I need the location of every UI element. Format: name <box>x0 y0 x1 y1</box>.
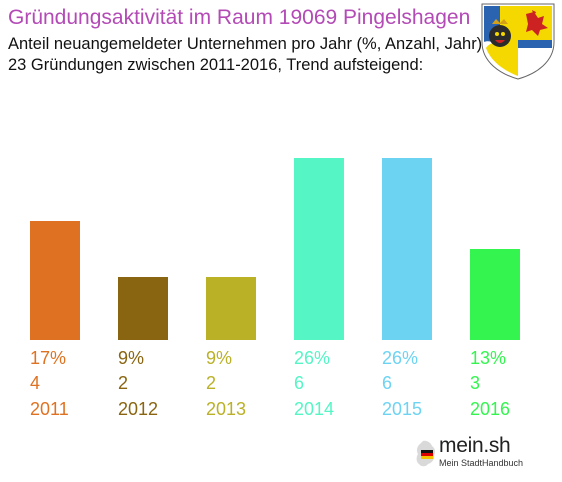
count-label-2016: 3 <box>470 373 480 393</box>
map-icon <box>416 440 436 467</box>
value-label-2013: 9% <box>206 348 232 368</box>
value-label-2016: 13% <box>470 348 506 368</box>
bar-2016 <box>470 249 520 340</box>
count-label-2014: 6 <box>294 373 304 393</box>
brand-logo[interactable]: mein.sh Mein StadtHandbuch <box>415 434 535 474</box>
subtitle-line-2: 23 Gründungen zwischen 2011-2016, Trend … <box>8 56 424 74</box>
year-label-2013: 2013 <box>206 399 246 419</box>
count-label-2012: 2 <box>118 373 128 393</box>
bar-2014 <box>294 158 344 340</box>
chart-subtitle: Anteil neuangemeldeter Unternehmen pro J… <box>8 34 482 76</box>
value-label-2015: 26% <box>382 348 418 368</box>
count-label-2011: 4 <box>30 373 40 393</box>
year-label-2016: 2016 <box>470 399 510 419</box>
count-label-2013: 2 <box>206 373 216 393</box>
value-label-2014: 26% <box>294 348 330 368</box>
subtitle-line-1: Anteil neuangemeldeter Unternehmen pro J… <box>8 35 483 53</box>
year-label-2011: 2011 <box>30 399 69 419</box>
year-label-2012: 2012 <box>118 399 158 419</box>
brand-name: mein.sh <box>439 434 511 457</box>
bar-2013 <box>206 277 256 340</box>
year-label-2014: 2014 <box>294 399 334 419</box>
value-label-2012: 9% <box>118 348 144 368</box>
bar-2012 <box>118 277 168 340</box>
page-title: Gründungsaktivität im Raum 19069 Pingels… <box>8 6 471 29</box>
year-label-2015: 2015 <box>382 399 422 419</box>
coat-of-arms-icon <box>478 2 558 80</box>
bar-2011 <box>30 221 80 340</box>
count-label-2015: 6 <box>382 373 392 393</box>
value-label-2011: 17% <box>30 348 66 368</box>
brand-tagline: Mein StadtHandbuch <box>439 458 524 468</box>
bar-2015 <box>382 158 432 340</box>
